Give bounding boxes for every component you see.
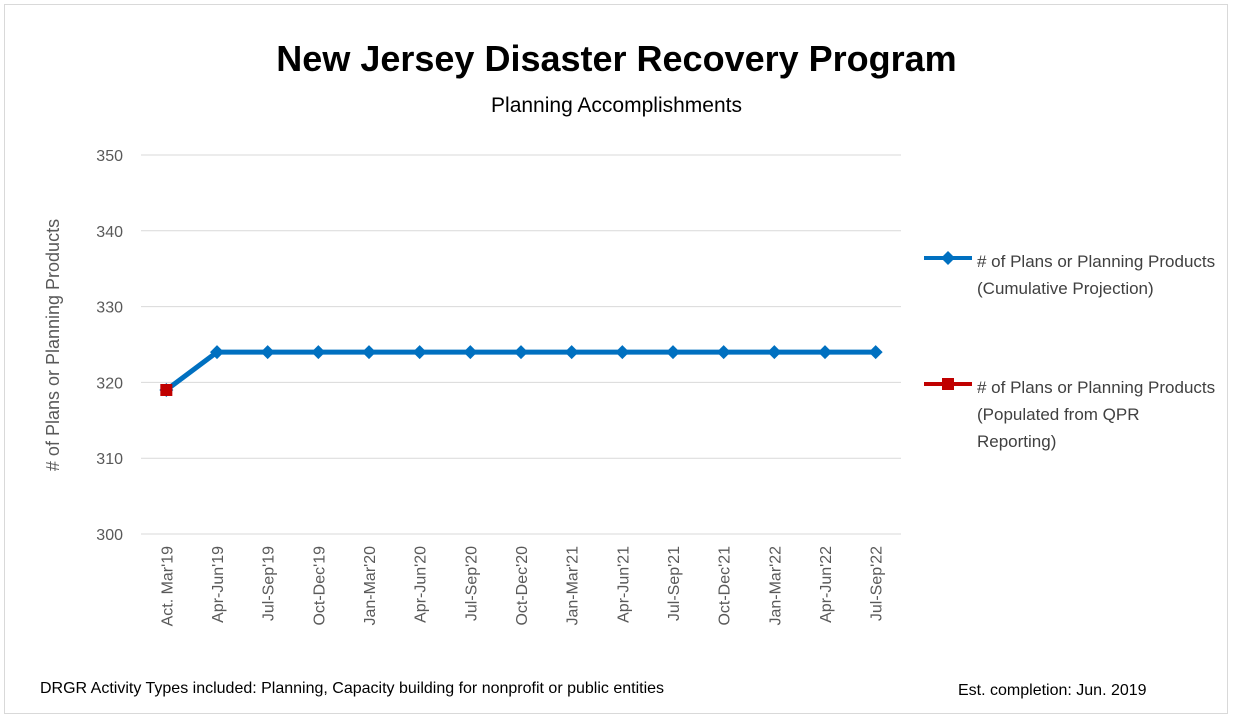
x-tick-10: Jul-Sep'21: [666, 546, 683, 621]
y-tick-320: 320: [96, 375, 123, 392]
point-s0-6: [463, 345, 478, 360]
footer-activity-types: DRGR Activity Types included: Planning, …: [40, 680, 665, 697]
y-axis-label: # of Plans or Planning Products: [43, 219, 63, 471]
x-tick-2: Jul-Sep'19: [261, 546, 278, 621]
x-tick-13: Apr-Jun'22: [818, 546, 835, 623]
y-tick-310: 310: [96, 451, 123, 468]
legend-swatch-projection: [924, 251, 972, 265]
x-tick-7: Oct-Dec'20: [514, 546, 531, 626]
x-tick-11: Oct-Dec'21: [717, 546, 734, 626]
point-s0-8: [564, 345, 579, 360]
legend-label-qpr: # of Plans or Planning Products (Populat…: [977, 378, 1216, 451]
point-s0-3: [311, 345, 326, 360]
point-s0-13: [818, 345, 832, 360]
legend-label-projection: # of Plans or Planning Products (Cumulat…: [977, 252, 1216, 298]
gridlines: [141, 154, 901, 535]
x-tick-labels: Act. Mar'19 Apr-Jun'19 Jul-Sep'19 Oct-Dec'1…: [159, 546, 885, 627]
point-s0-4: [362, 345, 376, 360]
point-s0-7: [514, 345, 528, 360]
point-s0-11: [716, 345, 731, 360]
y-tick-340: 340: [96, 224, 123, 241]
x-tick-3: Oct-Dec'19: [311, 546, 328, 626]
y-tick-330: 330: [96, 300, 123, 317]
chart-frame: [4, 4, 1228, 714]
legend-swatch-qpr: [924, 378, 972, 390]
point-s0-5: [412, 345, 427, 360]
point-s1-0: [160, 383, 173, 396]
legend-item-qpr: # of Plans or Planning Products (Populat…: [922, 374, 1222, 454]
y-tick-350: 350: [96, 148, 123, 165]
x-tick-1: Apr-Jun'19: [210, 546, 227, 623]
x-tick-6: Jul-Sep'20: [463, 546, 480, 621]
point-s0-1: [210, 345, 224, 360]
series-group: [159, 345, 883, 397]
x-tick-4: Jan-Mar'20: [362, 546, 379, 626]
point-s0-14: [868, 345, 883, 360]
y-tick-labels: 300 310 320 330 340 350: [96, 148, 123, 544]
x-tick-12: Jan-Mar'22: [767, 546, 784, 626]
legend-item-projection: # of Plans or Planning Products (Cumulat…: [922, 248, 1222, 328]
chart-subtitle: Planning Accomplishments: [491, 94, 742, 117]
x-tick-8: Jan-Mar'21: [565, 546, 582, 626]
point-s0-10: [666, 345, 680, 360]
y-tick-300: 300: [96, 527, 123, 544]
footer-completion: Est. completion: Jun. 2019: [958, 682, 1147, 699]
x-tick-0: Act. Mar'19: [159, 546, 176, 627]
x-tick-9: Apr-Jun'21: [615, 546, 632, 623]
point-s0-9: [615, 345, 630, 360]
x-tick-14: Jul-Sep'22: [869, 546, 886, 621]
chart-title: New Jersey Disaster Recovery Program: [276, 38, 957, 79]
x-tick-5: Apr-Jun'20: [413, 546, 430, 623]
point-s0-2: [260, 345, 275, 360]
point-s0-12: [767, 345, 782, 360]
